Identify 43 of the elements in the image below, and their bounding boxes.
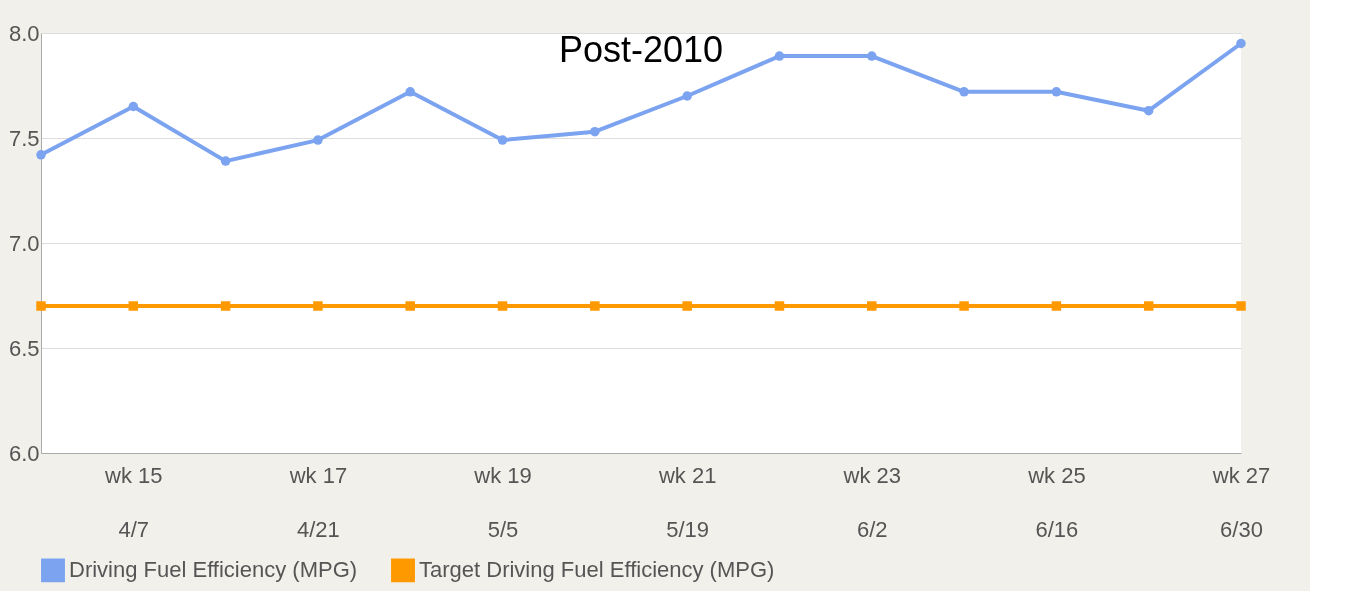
point bbox=[959, 87, 969, 97]
point bbox=[220, 156, 231, 166]
point bbox=[313, 135, 323, 145]
point bbox=[128, 101, 139, 112]
point bbox=[590, 126, 600, 137]
point bbox=[774, 51, 785, 61]
point bbox=[590, 301, 600, 311]
y-tick-label: 7.0 bbox=[8, 230, 40, 256]
point bbox=[128, 301, 139, 311]
point bbox=[220, 301, 231, 311]
category-label: wk 25 6/16 bbox=[1028, 462, 1086, 542]
point bbox=[774, 301, 785, 311]
point bbox=[1051, 301, 1062, 311]
point bbox=[36, 150, 46, 160]
point bbox=[1143, 105, 1154, 116]
category-label: wk 27 6/30 bbox=[1212, 462, 1271, 542]
point bbox=[1051, 87, 1062, 97]
point bbox=[313, 301, 323, 311]
y-tick-label: 7.5 bbox=[8, 125, 40, 151]
point bbox=[1236, 38, 1246, 49]
point bbox=[867, 301, 877, 311]
point bbox=[867, 51, 877, 61]
point bbox=[1143, 301, 1154, 311]
category-label: wk 15 4/7 bbox=[105, 462, 163, 542]
point bbox=[497, 135, 508, 145]
point bbox=[405, 301, 415, 311]
point bbox=[1236, 301, 1246, 311]
y-tick-label: 6.5 bbox=[8, 335, 40, 361]
point bbox=[682, 91, 692, 101]
chart-title: Post-2010 bbox=[558, 29, 724, 70]
point bbox=[959, 301, 969, 311]
point bbox=[36, 301, 46, 311]
category-label: wk 19 5/5 bbox=[474, 462, 532, 542]
y-tick-label: 6.0 bbox=[8, 440, 40, 466]
point bbox=[682, 301, 692, 311]
y-tick-label: 8.0 bbox=[8, 20, 40, 46]
legend-label: Target Driving Fuel Efficiency (MPG) bbox=[419, 557, 775, 583]
point bbox=[405, 87, 415, 97]
category-label: wk 23 6/2 bbox=[843, 462, 902, 542]
category-label: wk 21 5/19 bbox=[658, 462, 717, 542]
category-label: wk 17 4/21 bbox=[289, 462, 348, 542]
legend-label: Driving Fuel Efficiency (MPG) bbox=[69, 557, 358, 583]
point bbox=[497, 301, 508, 311]
